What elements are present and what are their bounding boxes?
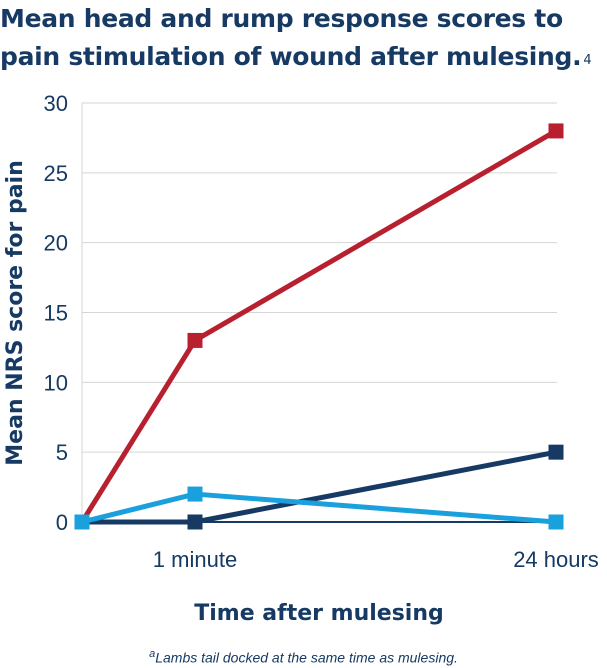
series-line-2 bbox=[82, 449, 557, 525]
x-tick-label: 24 hours bbox=[513, 547, 599, 572]
data-point bbox=[74, 514, 90, 530]
y-tick-label: 25 bbox=[44, 161, 68, 186]
data-point bbox=[187, 514, 203, 530]
x-axis-label: Time after mulesing bbox=[194, 601, 444, 626]
y-tick-label: 0 bbox=[56, 510, 68, 535]
grid-lines bbox=[81, 102, 557, 523]
y-tick-label: 15 bbox=[44, 301, 68, 326]
x-tick-labels: 1 minute 24 hours bbox=[153, 547, 599, 572]
y-tick-label: 10 bbox=[44, 370, 68, 395]
series-line-1 bbox=[79, 128, 558, 524]
data-point bbox=[548, 123, 564, 139]
x-tick-label: 1 minute bbox=[153, 547, 237, 572]
data-point bbox=[187, 332, 203, 348]
footnote: aLambs tail docked at the same time as m… bbox=[0, 648, 607, 666]
series-markers bbox=[74, 123, 564, 530]
chart-title: Mean head and rump response scores to pa… bbox=[0, 4, 592, 71]
footnote-marker: a bbox=[149, 648, 156, 660]
y-tick-label: 20 bbox=[44, 231, 68, 256]
y-tick-label: 30 bbox=[44, 91, 68, 116]
series-lines bbox=[79, 128, 558, 525]
y-tick-labels: 0 5 10 15 20 25 30 bbox=[44, 91, 68, 535]
data-point bbox=[187, 486, 203, 502]
footnote-text: Lambs tail docked at the same time as mu… bbox=[155, 649, 458, 666]
title-footnote-ref: 4 bbox=[583, 53, 592, 68]
y-tick-label: 5 bbox=[56, 440, 68, 465]
y-axis-label: Mean NRS score for pain bbox=[3, 160, 28, 466]
data-point bbox=[548, 444, 564, 460]
data-point bbox=[548, 514, 564, 530]
